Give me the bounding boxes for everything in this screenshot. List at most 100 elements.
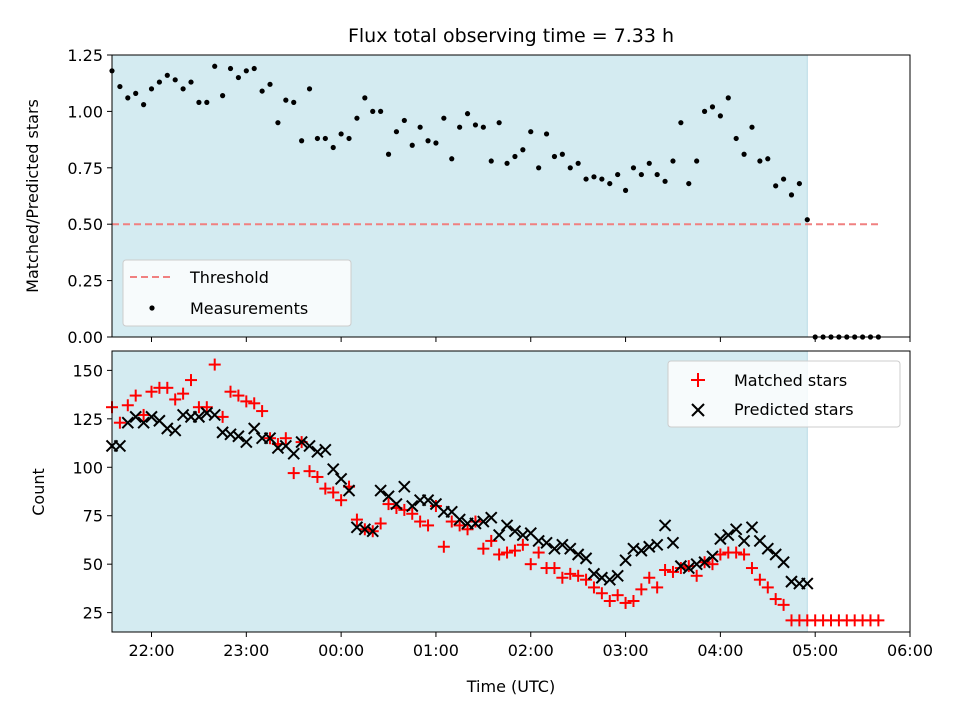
predicted-point — [421, 494, 435, 507]
measurement-point — [512, 153, 518, 160]
matched-point — [516, 538, 529, 551]
measurement-point — [662, 178, 668, 184]
matched-point — [208, 358, 221, 371]
measurement-point — [583, 176, 589, 182]
matched-point — [185, 374, 198, 387]
measurement-point — [543, 131, 550, 137]
measurements-legend-swatch — [149, 305, 155, 311]
measurement-point — [622, 187, 629, 193]
predicted-legend-swatch — [691, 403, 705, 417]
matched-point — [761, 581, 774, 594]
count-legend: Matched stars Predicted stars — [667, 360, 901, 428]
predicted-point — [706, 550, 719, 563]
predicted-point — [334, 472, 348, 486]
predicted-point — [303, 439, 316, 453]
measurement-point — [504, 160, 510, 166]
matched-point — [595, 587, 608, 600]
predicted-point — [263, 431, 277, 445]
y-tick-label: 1.25 — [67, 46, 103, 65]
measurement-point — [654, 171, 660, 178]
measurement-point — [449, 156, 455, 162]
matched-point — [666, 565, 679, 578]
matched-point — [414, 515, 427, 528]
predicted-point — [666, 536, 680, 550]
predicted-point — [556, 538, 569, 552]
measurement-point — [417, 124, 423, 130]
matched-point — [659, 563, 672, 576]
predicted-point — [579, 552, 593, 565]
measurement-point — [528, 129, 534, 135]
matched-point — [769, 593, 782, 606]
x-tick-label: 05:00 — [792, 641, 838, 660]
measurement-point — [180, 86, 186, 92]
predicted-point — [650, 538, 664, 552]
measurement-point — [686, 180, 692, 187]
x-tick-label: 03:00 — [603, 641, 649, 660]
measurement-point — [488, 158, 494, 164]
x-tick-label: 02:00 — [508, 641, 554, 660]
predicted-legend-label: Predicted stars — [734, 400, 854, 419]
measurement-point — [362, 95, 368, 101]
measurement-point — [204, 99, 210, 105]
matched-point — [303, 465, 316, 478]
measurement-point — [148, 86, 155, 92]
matched-point — [674, 562, 687, 575]
predicted-point — [453, 513, 466, 526]
matched-point — [738, 548, 751, 561]
measurement-point — [172, 77, 178, 83]
matched-point — [690, 569, 703, 582]
measurement-point — [615, 171, 621, 178]
matched-point — [580, 573, 593, 586]
matched-point — [382, 498, 395, 511]
matched-point — [335, 494, 348, 507]
measurement-point — [638, 171, 644, 178]
predicted-point — [240, 435, 253, 449]
predicted-point — [492, 528, 506, 542]
measurement-point — [575, 160, 581, 166]
measurement-point — [243, 68, 249, 74]
predicted-point — [682, 561, 695, 575]
matched-point — [406, 507, 419, 520]
y-tick-label: 0.75 — [67, 159, 103, 178]
matched-point — [200, 401, 213, 414]
matched-point — [532, 546, 545, 559]
y-tick-label: 125 — [72, 410, 103, 429]
matched-point — [216, 410, 229, 423]
ratio-panel: 0.00 0.25 0.50 0.75 1.00 1.25 Matched/Predict… — [23, 46, 911, 347]
measurement-point — [496, 120, 502, 126]
ratio-axes-frame — [111, 54, 911, 338]
matched-point — [256, 405, 269, 418]
measurement-point — [725, 95, 731, 101]
matched-point — [643, 571, 656, 584]
measurement-point — [741, 151, 747, 157]
matched-point — [319, 482, 332, 495]
measurement-point — [599, 176, 605, 182]
measurement-point — [788, 192, 795, 198]
predicted-point — [722, 528, 735, 542]
measurement-point — [773, 183, 779, 189]
measurement-point — [551, 153, 558, 160]
measurement-point — [378, 108, 384, 114]
y-tick-label: 0.50 — [67, 215, 103, 234]
y-tick-label: 25 — [83, 604, 103, 623]
matched-point — [129, 389, 142, 402]
predicted-point — [777, 556, 790, 569]
measurement-point — [338, 131, 344, 137]
y-tick-label: 100 — [72, 458, 103, 477]
matched-point — [137, 408, 150, 421]
matched-legend-swatch — [691, 373, 705, 387]
measurement-point — [314, 135, 321, 142]
measurement-point — [393, 129, 400, 135]
matched-point — [485, 534, 498, 547]
measurement-point — [630, 165, 637, 171]
matched-point — [232, 389, 245, 402]
measurement-point — [709, 104, 716, 110]
measurement-point — [472, 122, 479, 128]
x-tick-label: 00:00 — [318, 641, 364, 660]
measurements-legend-label: Measurements — [190, 299, 308, 318]
measurement-point — [757, 158, 763, 164]
predicted-point — [540, 536, 553, 550]
matched-point — [493, 548, 506, 561]
predicted-point — [571, 548, 585, 561]
